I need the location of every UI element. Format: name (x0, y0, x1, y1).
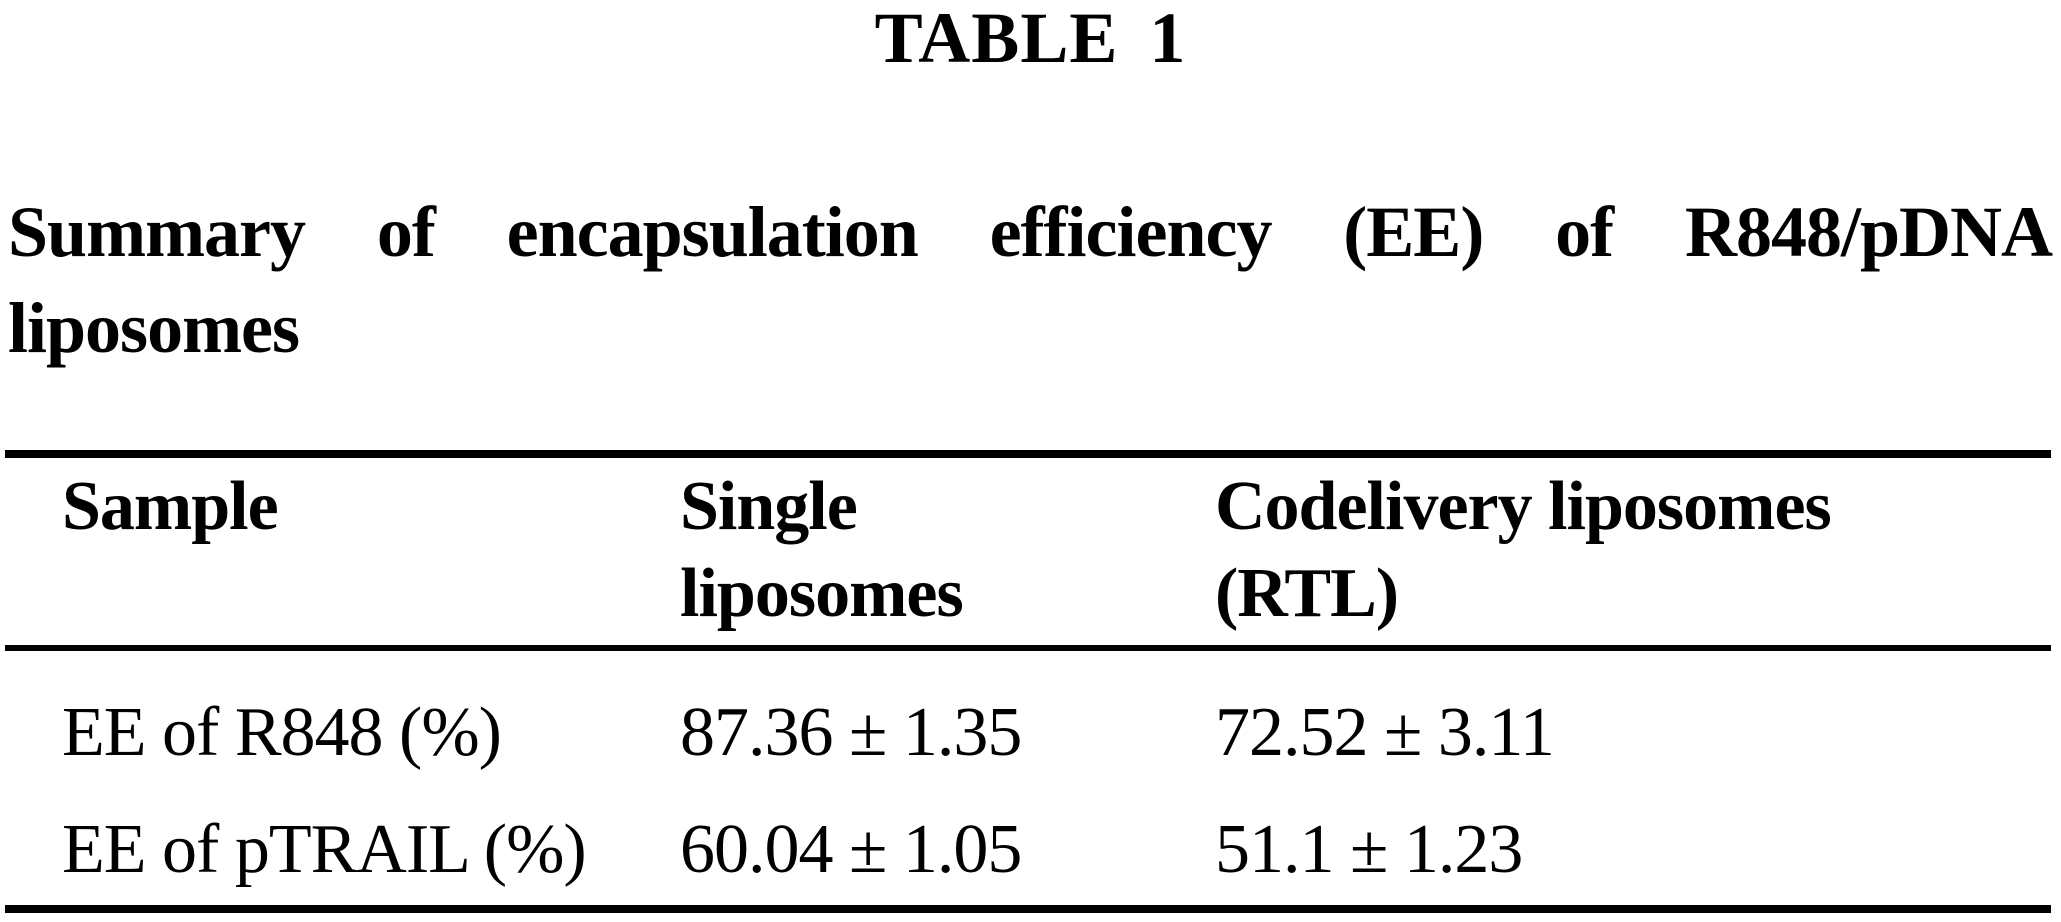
header-single-line2: liposomes (680, 555, 964, 632)
header-single-line1: Single (680, 468, 858, 545)
cell-r848-label: EE of R848 (%) (62, 694, 502, 771)
caption-word: encapsulation (506, 192, 919, 272)
caption-word: of (376, 192, 436, 272)
header-cell-single-liposomes: Single liposomes (623, 463, 1158, 637)
header-cell-codelivery-liposomes: Codelivery liposomes (RTL) (1158, 463, 2051, 637)
table-row-ptrail: EE of pTRAIL (%) 60.04 ± 1.05 51.1 ± 1.2… (5, 768, 2051, 885)
cell-ptrail-single-value: 60.04 ± 1.05 (680, 811, 1022, 888)
table-caption: Summary of encapsulation efficiency (EE)… (8, 184, 2053, 376)
cell-r848-single-value: 87.36 ± 1.35 (680, 694, 1022, 771)
caption-word: efficiency (989, 192, 1273, 272)
encapsulation-efficiency-table: Sample Single liposomes Codelivery lipos… (5, 450, 2051, 913)
header-codelivery-line2: (RTL) (1215, 555, 1399, 632)
table-header-row: Sample Single liposomes Codelivery lipos… (5, 458, 2051, 651)
header-sample-line1: Sample (62, 468, 279, 545)
table-row-r848: EE of R848 (%) 87.36 ± 1.35 72.52 ± 3.11 (5, 651, 2051, 768)
header-codelivery-line1: Codelivery liposomes (1215, 468, 1832, 545)
caption-line-2: liposomes (8, 288, 300, 368)
table-body: EE of R848 (%) 87.36 ± 1.35 72.52 ± 3.11… (5, 651, 2051, 905)
caption-word: R848/pDNA (1684, 192, 2053, 272)
cell-ptrail-codelivery-value: 51.1 ± 1.23 (1215, 811, 1523, 888)
table-label: TABLE 1 (874, 0, 1187, 78)
caption-word: (EE) (1343, 192, 1484, 272)
cell-ptrail-label: EE of pTRAIL (%) (62, 811, 587, 888)
cell-r848-codelivery-value: 72.52 ± 3.11 (1215, 694, 1555, 771)
header-cell-sample: Sample (5, 463, 623, 637)
caption-word: Summary (8, 192, 306, 272)
caption-line-1: Summary of encapsulation efficiency (EE)… (8, 184, 2053, 280)
caption-word: of (1555, 192, 1614, 272)
